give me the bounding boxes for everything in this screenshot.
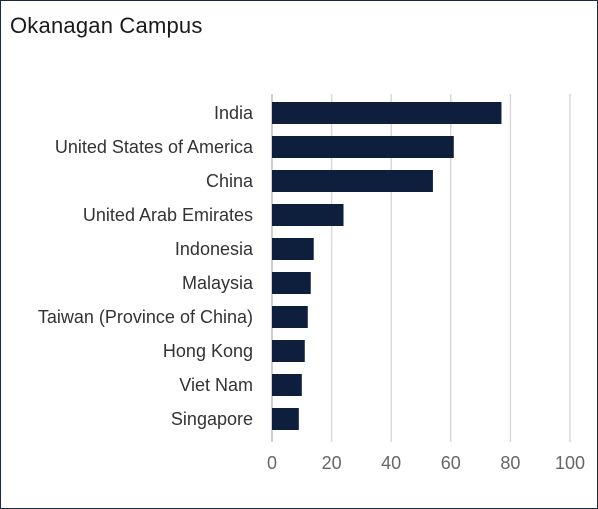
bar-9 — [272, 408, 299, 430]
category-label-4: Indonesia — [175, 239, 254, 259]
category-label-7: Hong Kong — [163, 341, 253, 361]
category-label-3: United Arab Emirates — [83, 205, 253, 225]
chart-title: Okanagan Campus — [10, 13, 203, 38]
bar-3 — [272, 204, 344, 226]
bar-4 — [272, 238, 314, 260]
bar-8 — [272, 374, 302, 396]
bar-1 — [272, 136, 454, 158]
category-label-0: India — [214, 103, 254, 123]
category-label-8: Viet Nam — [179, 375, 253, 395]
x-tick-label-3: 60 — [441, 453, 461, 473]
x-tick-label-2: 40 — [381, 453, 401, 473]
bar-6 — [272, 306, 308, 328]
bar-0 — [272, 102, 502, 124]
category-label-9: Singapore — [171, 409, 253, 429]
bar-5 — [272, 272, 311, 294]
category-label-2: China — [206, 171, 254, 191]
bar-2 — [272, 170, 433, 192]
x-tick-label-4: 80 — [500, 453, 520, 473]
x-tick-label-1: 20 — [322, 453, 342, 473]
category-label-5: Malaysia — [182, 273, 254, 293]
x-tick-label-0: 0 — [267, 453, 277, 473]
category-label-6: Taiwan (Province of China) — [38, 307, 253, 327]
category-label-1: United States of America — [55, 137, 254, 157]
x-tick-label-5: 100 — [555, 453, 585, 473]
bar-7 — [272, 340, 305, 362]
